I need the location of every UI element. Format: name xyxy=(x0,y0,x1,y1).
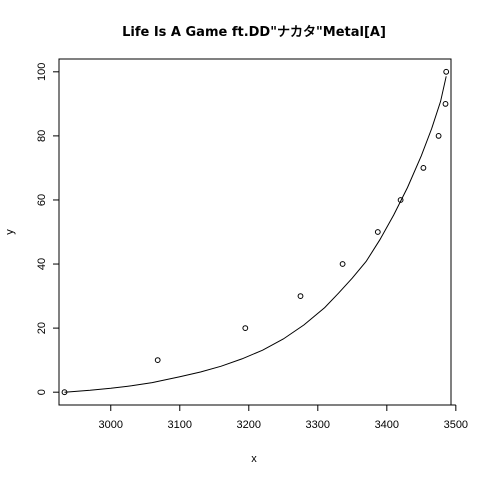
data-point xyxy=(61,389,68,396)
y-tick-label: 80 xyxy=(36,130,48,142)
data-point xyxy=(374,229,381,235)
data-point xyxy=(339,261,346,267)
y-tick-label: 20 xyxy=(36,322,48,334)
x-axis-label: x xyxy=(251,453,257,465)
x-tick-label: 3400 xyxy=(375,419,399,431)
data-point xyxy=(242,325,249,332)
x-tick-label: 3100 xyxy=(168,419,192,431)
data-point xyxy=(154,357,161,364)
data-point xyxy=(443,68,450,75)
data-point xyxy=(297,293,304,300)
data-point xyxy=(435,133,442,139)
x-tick-label: 3200 xyxy=(237,419,261,431)
data-point xyxy=(420,165,427,171)
chart-title: Life Is A Game ft.DD"ナカタ"Metal[A] xyxy=(122,25,386,40)
y-tick-label: 40 xyxy=(36,258,48,270)
y-axis-label: y xyxy=(4,229,16,235)
data-point xyxy=(397,197,404,203)
y-tick-label: 100 xyxy=(36,63,48,81)
y-tick-label: 0 xyxy=(36,389,48,395)
x-axis: 3000 3100 3200 3300 3400 3500 xyxy=(99,404,468,431)
y-tick-label: 60 xyxy=(36,194,48,206)
fit-curve xyxy=(64,76,447,393)
data-points xyxy=(61,68,450,396)
x-tick-label: 3300 xyxy=(306,419,330,431)
y-axis: 0 20 40 60 80 100 xyxy=(36,63,60,395)
x-tick-label: 3000 xyxy=(99,419,123,431)
x-tick-label: 3500 xyxy=(444,419,468,431)
data-point xyxy=(442,101,449,107)
